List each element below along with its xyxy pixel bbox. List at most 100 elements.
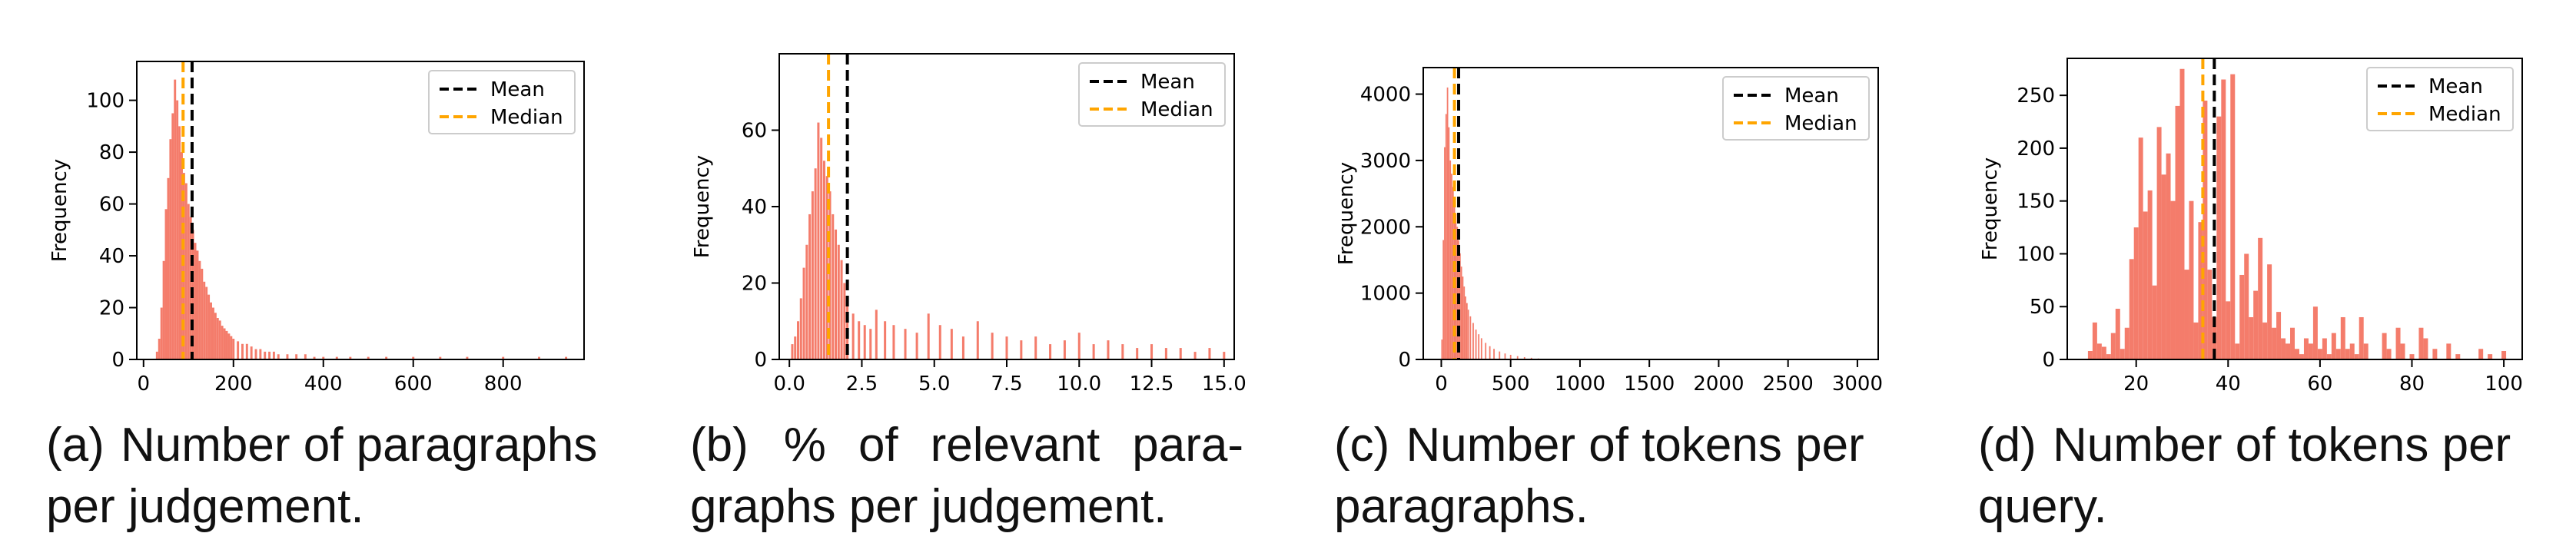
y-tick-label: 0 bbox=[754, 349, 767, 372]
y-axis-label: Frequency bbox=[1335, 162, 1358, 265]
histogram-bar bbox=[207, 294, 211, 359]
histogram-bar bbox=[2166, 153, 2171, 359]
histogram-bar bbox=[1020, 340, 1023, 359]
histogram-bar bbox=[2286, 343, 2291, 359]
histogram-bar bbox=[863, 325, 866, 359]
histogram-bar bbox=[2170, 200, 2176, 359]
y-tick-label: 60 bbox=[99, 194, 124, 217]
histogram-c: 0 500 1000 1500 2000 2500 3000 0 1000 2000 3000 400… bbox=[1335, 67, 1883, 396]
x-tick-label: 80 bbox=[2399, 373, 2425, 396]
x-tick-label: 500 bbox=[1492, 373, 1530, 396]
histogram-bar bbox=[2340, 316, 2345, 359]
histogram-bar bbox=[2092, 322, 2097, 359]
y-tick-label: 50 bbox=[2030, 296, 2055, 319]
histogram-bar bbox=[2207, 270, 2213, 359]
histogram-bar bbox=[187, 204, 190, 359]
histogram-d: 20 40 60 80 100 0 50 100 150 200 250 Frequency Mean M… bbox=[1979, 58, 2523, 396]
histogram-bar bbox=[2455, 354, 2461, 359]
histogram-bar bbox=[155, 351, 158, 359]
histogram-bar bbox=[1480, 338, 1482, 359]
histogram-bar bbox=[2354, 354, 2359, 359]
histogram-bar bbox=[837, 244, 840, 359]
y-tick-label: 250 bbox=[2017, 84, 2055, 108]
histogram-bar bbox=[250, 346, 253, 359]
histogram-bar bbox=[2400, 343, 2405, 359]
histogram-bar bbox=[335, 356, 338, 359]
histogram-bar bbox=[1475, 329, 1477, 359]
histogram-bar bbox=[2133, 227, 2139, 359]
histogram-bar bbox=[835, 229, 838, 359]
histogram-bar bbox=[2115, 308, 2120, 359]
legend-label: Median bbox=[490, 106, 563, 129]
histogram-bar bbox=[2317, 349, 2322, 359]
histogram-bar bbox=[1460, 267, 1462, 359]
histogram-bar bbox=[2179, 68, 2185, 359]
histogram-bar bbox=[171, 113, 174, 359]
histogram-bar bbox=[1034, 336, 1037, 359]
histogram-bar bbox=[2501, 350, 2507, 359]
histogram-bar bbox=[182, 173, 185, 359]
histogram-bar bbox=[791, 344, 794, 359]
histogram-bar bbox=[1523, 356, 1525, 359]
histogram-bar bbox=[178, 126, 181, 359]
histogram-bar bbox=[822, 161, 825, 360]
panel-d: 20 40 60 80 100 0 50 100 150 200 250 Frequency Mean M… bbox=[1932, 0, 2576, 553]
histogram-bar bbox=[1493, 349, 1495, 359]
histogram-bar bbox=[164, 209, 168, 359]
histogram-bar bbox=[2299, 354, 2304, 359]
histogram-bar bbox=[851, 313, 855, 359]
legend-box bbox=[1722, 76, 1870, 141]
histogram-bar bbox=[2193, 322, 2199, 359]
histogram-bar bbox=[2129, 259, 2134, 359]
histogram-bar bbox=[1442, 240, 1445, 359]
histogram-bar bbox=[2262, 322, 2268, 359]
histogram-bar bbox=[1463, 286, 1466, 359]
histogram-bar bbox=[2345, 349, 2350, 359]
histogram-bar bbox=[2143, 211, 2148, 359]
histogram-bar bbox=[538, 356, 540, 359]
histogram-bar bbox=[869, 329, 872, 359]
histogram-bar bbox=[797, 321, 800, 359]
histogram-bar bbox=[904, 329, 907, 359]
histogram-bar bbox=[802, 267, 805, 359]
histogram-bar bbox=[2295, 349, 2299, 359]
histogram-bar bbox=[2161, 174, 2166, 359]
histogram-bar bbox=[1478, 334, 1480, 359]
histogram-bar bbox=[799, 298, 802, 359]
x-tick-label: 20 bbox=[2123, 373, 2149, 396]
histogram-bar bbox=[201, 268, 204, 359]
histogram-bar bbox=[2335, 349, 2341, 359]
histogram-bar bbox=[2290, 327, 2295, 359]
x-tick-label: 12.5 bbox=[1130, 373, 1174, 396]
histogram-bar bbox=[194, 243, 197, 359]
histogram-bar bbox=[174, 79, 177, 359]
x-tick-label: 60 bbox=[2307, 373, 2332, 396]
y-axis-label: Frequency bbox=[1979, 157, 2002, 260]
y-tick-label: 2000 bbox=[1360, 216, 1411, 239]
y-tick-label: 20 bbox=[742, 273, 767, 296]
histogram-bar bbox=[502, 356, 505, 359]
histogram-bar bbox=[2184, 270, 2189, 359]
y-tick-label: 3000 bbox=[1360, 150, 1411, 173]
histogram-bar bbox=[1459, 253, 1461, 359]
histogram-bar bbox=[214, 313, 217, 359]
plot-frame bbox=[2066, 58, 2523, 360]
histogram-bar bbox=[2175, 105, 2180, 360]
histogram-bar bbox=[162, 260, 165, 359]
histogram-bar bbox=[811, 191, 814, 359]
histogram-bar bbox=[160, 307, 163, 359]
histogram-bar bbox=[1448, 127, 1450, 359]
histogram-bar bbox=[2235, 343, 2240, 359]
histogram-bar bbox=[412, 356, 415, 359]
histogram-bar bbox=[1077, 333, 1081, 359]
histogram-bar bbox=[1063, 340, 1066, 359]
histogram-bar bbox=[2331, 333, 2336, 359]
histogram-bar bbox=[808, 214, 812, 359]
histogram-bar bbox=[2226, 301, 2231, 359]
histogram-bar bbox=[2230, 74, 2236, 359]
legend-label: Median bbox=[2428, 103, 2501, 126]
caption-d-text: Number of tokens per query. bbox=[1978, 419, 2511, 533]
histogram-bar bbox=[2267, 264, 2272, 359]
histogram-bar bbox=[169, 139, 172, 359]
histogram-bar bbox=[2382, 333, 2387, 359]
